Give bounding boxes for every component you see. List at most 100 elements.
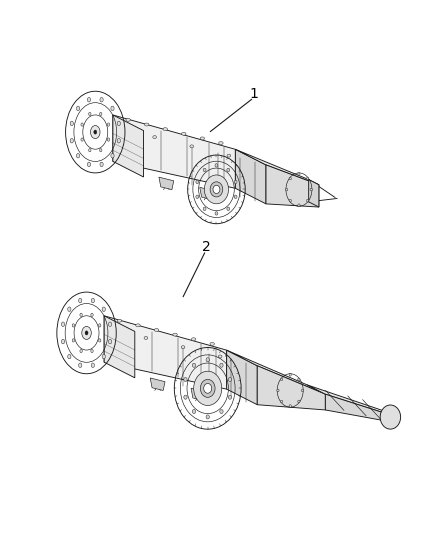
Ellipse shape [301,389,304,392]
Text: 1: 1 [250,87,258,101]
Ellipse shape [298,173,300,175]
Ellipse shape [203,168,206,172]
Ellipse shape [289,405,291,407]
Ellipse shape [68,307,71,311]
Polygon shape [235,149,266,204]
Ellipse shape [182,132,186,135]
Ellipse shape [85,331,88,335]
Ellipse shape [81,138,83,141]
Ellipse shape [206,415,209,419]
Ellipse shape [184,377,187,382]
Ellipse shape [286,188,288,191]
Ellipse shape [87,98,91,102]
Polygon shape [307,385,396,417]
Polygon shape [257,366,325,410]
Ellipse shape [213,185,220,193]
Ellipse shape [298,204,300,206]
Ellipse shape [227,207,230,211]
Ellipse shape [61,322,65,327]
Ellipse shape [234,195,237,198]
Polygon shape [235,149,319,185]
Ellipse shape [78,363,82,367]
Ellipse shape [210,342,214,345]
Ellipse shape [173,333,177,336]
Ellipse shape [153,135,156,139]
Ellipse shape [310,188,312,191]
Ellipse shape [80,313,82,317]
Ellipse shape [117,121,120,126]
Ellipse shape [91,298,95,303]
Ellipse shape [307,177,309,180]
Ellipse shape [94,130,97,134]
Ellipse shape [76,106,80,111]
Polygon shape [309,180,319,207]
Ellipse shape [191,338,196,341]
Ellipse shape [219,142,223,144]
Ellipse shape [102,307,106,311]
Ellipse shape [107,123,110,126]
Ellipse shape [220,363,223,367]
Ellipse shape [91,363,95,367]
Ellipse shape [99,112,102,116]
Ellipse shape [87,162,91,167]
Ellipse shape [81,123,83,126]
Polygon shape [159,177,174,190]
Ellipse shape [99,149,102,152]
Ellipse shape [234,180,237,184]
Ellipse shape [88,112,91,116]
Ellipse shape [280,400,283,403]
Ellipse shape [200,137,205,140]
Ellipse shape [277,389,279,392]
Ellipse shape [220,409,223,414]
Ellipse shape [91,313,93,317]
Ellipse shape [192,363,196,367]
Polygon shape [325,394,396,423]
Ellipse shape [380,405,401,429]
Ellipse shape [194,371,222,406]
Ellipse shape [218,355,222,358]
Ellipse shape [298,400,300,403]
Ellipse shape [72,324,74,327]
Ellipse shape [205,175,229,204]
Ellipse shape [154,328,159,332]
Ellipse shape [196,180,199,184]
Ellipse shape [99,324,101,327]
Ellipse shape [215,212,218,215]
Ellipse shape [88,149,91,152]
Ellipse shape [307,199,309,202]
Ellipse shape [206,358,209,362]
Ellipse shape [91,349,93,353]
Polygon shape [104,316,135,378]
Ellipse shape [289,199,291,202]
Polygon shape [113,115,144,177]
Ellipse shape [227,154,231,157]
Polygon shape [226,350,257,405]
Ellipse shape [76,154,80,158]
Polygon shape [266,165,319,207]
Ellipse shape [100,98,103,102]
Ellipse shape [280,378,283,381]
Ellipse shape [102,354,106,359]
Ellipse shape [136,324,140,327]
Ellipse shape [163,127,167,131]
Ellipse shape [289,374,291,376]
Ellipse shape [200,379,215,397]
Ellipse shape [210,182,223,197]
Ellipse shape [70,121,74,126]
Polygon shape [104,316,226,389]
Ellipse shape [72,339,74,342]
Ellipse shape [82,326,91,340]
Ellipse shape [126,118,131,122]
Polygon shape [113,115,235,188]
Ellipse shape [117,319,122,322]
Polygon shape [191,388,206,401]
Ellipse shape [80,349,82,353]
Ellipse shape [99,339,101,342]
Polygon shape [150,378,165,391]
Ellipse shape [228,395,232,399]
Polygon shape [200,187,215,200]
Ellipse shape [70,139,74,143]
Ellipse shape [68,354,71,359]
Ellipse shape [109,340,112,344]
Ellipse shape [215,164,218,167]
